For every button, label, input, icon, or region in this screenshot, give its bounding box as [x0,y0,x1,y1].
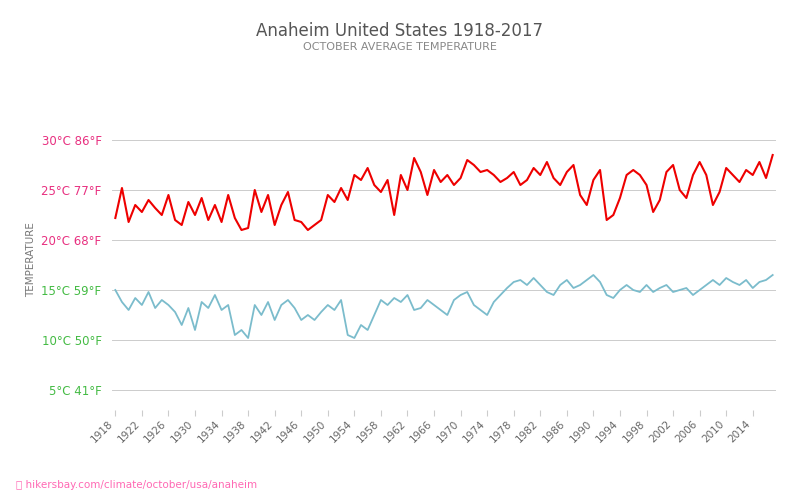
Text: 📍 hikersbay.com/climate/october/usa/anaheim: 📍 hikersbay.com/climate/october/usa/anah… [16,480,257,490]
Y-axis label: TEMPERATURE: TEMPERATURE [26,222,36,298]
Text: OCTOBER AVERAGE TEMPERATURE: OCTOBER AVERAGE TEMPERATURE [303,42,497,52]
Legend: NIGHT, DAY: NIGHT, DAY [353,495,535,500]
Text: Anaheim United States 1918-2017: Anaheim United States 1918-2017 [257,22,543,40]
